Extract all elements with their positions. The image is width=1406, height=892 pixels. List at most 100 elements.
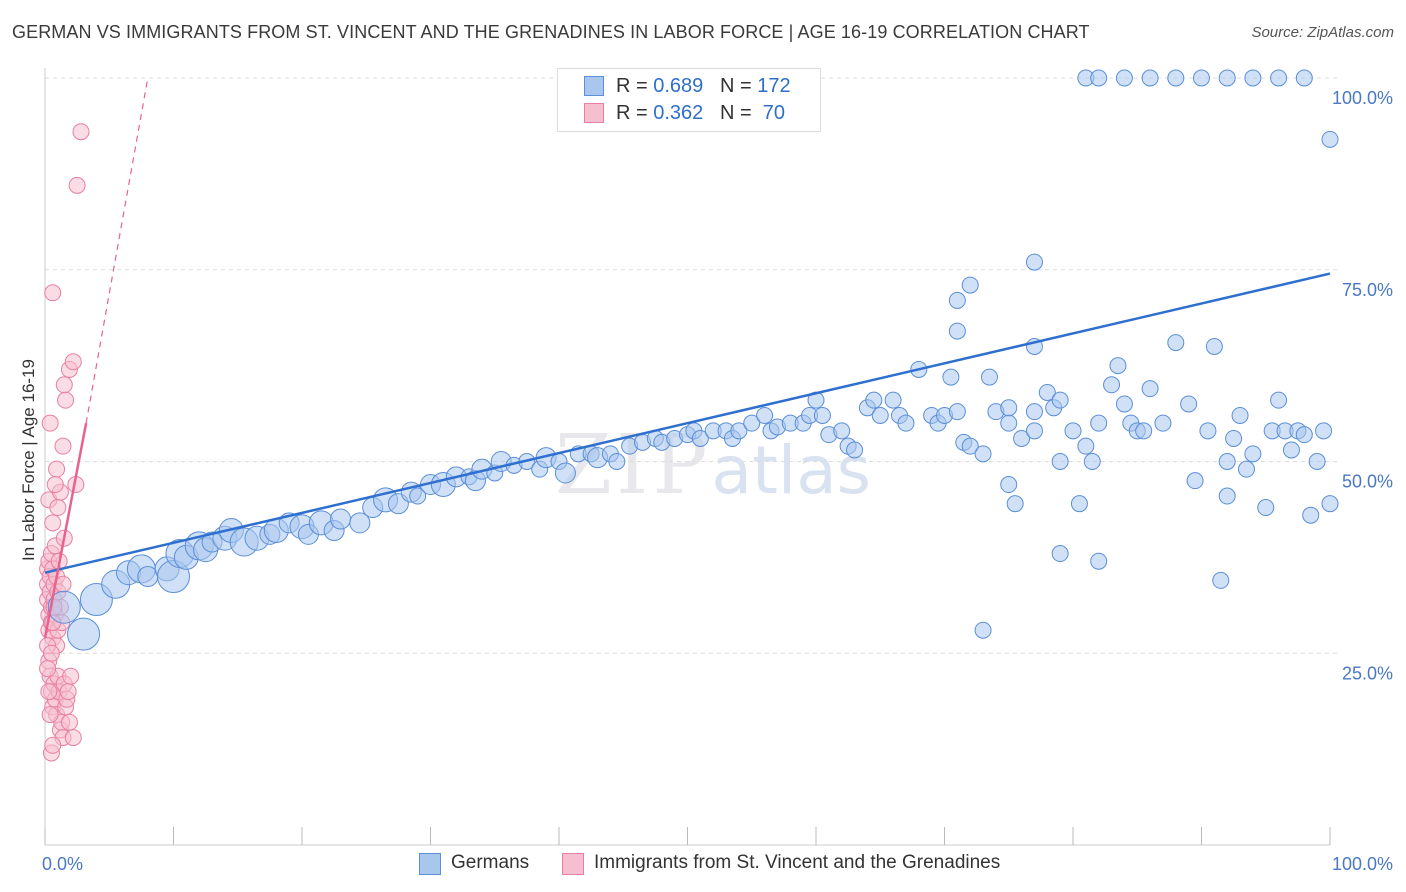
x-tick-label: 0.0% — [42, 854, 83, 874]
data-point-immigrants — [49, 499, 67, 517]
data-point-immigrants — [46, 476, 64, 494]
data-point-germans — [1180, 395, 1198, 413]
data-point-immigrants — [55, 376, 73, 394]
data-point-germans — [1090, 414, 1108, 432]
data-point-germans — [1070, 495, 1088, 513]
data-point-germans — [1218, 69, 1236, 87]
y-axis-title: In Labor Force | Age 16-19 — [19, 359, 38, 561]
data-point-germans — [67, 617, 101, 651]
source-label: Source: ZipAtlas.com — [1251, 24, 1394, 41]
data-point-germans — [980, 368, 998, 386]
data-point-germans — [1167, 69, 1185, 87]
data-point-germans — [948, 322, 966, 340]
data-point-germans — [1038, 383, 1056, 401]
data-point-germans — [871, 406, 889, 424]
data-point-germans — [756, 406, 774, 424]
bottom-legend-swatch-immigrants — [562, 853, 584, 875]
data-point-germans — [1115, 69, 1133, 87]
legend-text-immigrants: R = 0.362 N = 70 — [616, 102, 785, 125]
data-point-germans — [1083, 453, 1101, 470]
data-point-germans — [1212, 571, 1230, 589]
data-point-germans — [974, 621, 992, 639]
data-point-germans — [1141, 380, 1159, 398]
legend-n-value-germans: 172 — [757, 75, 791, 97]
data-point-germans — [961, 437, 979, 455]
data-point-germans — [961, 276, 979, 294]
data-point-germans — [897, 414, 915, 432]
data-point-germans — [1225, 429, 1243, 447]
data-point-germans — [1282, 441, 1300, 459]
data-point-germans — [691, 429, 709, 447]
data-point-immigrants — [68, 176, 86, 194]
data-point-germans — [743, 414, 761, 432]
data-point-germans — [1013, 429, 1031, 447]
y-tick-label: 25.0% — [1342, 663, 1393, 683]
axes — [44, 68, 1331, 846]
data-point-germans — [1167, 334, 1185, 352]
legend: R = 0.689 N = 172 R = 0.362 N = 70 — [557, 68, 821, 132]
trend-lines — [43, 77, 1331, 639]
data-point-germans — [1051, 391, 1069, 409]
data-point-germans — [833, 422, 851, 440]
data-point-germans — [846, 441, 864, 459]
y-tick-label: 100.0% — [1332, 88, 1393, 108]
data-point-germans — [1205, 337, 1223, 355]
data-point-germans — [1270, 391, 1288, 409]
data-point-germans — [1103, 376, 1121, 394]
bottom-legend-swatch-germans — [419, 853, 441, 875]
data-point-germans — [409, 487, 427, 505]
data-point-germans — [1064, 422, 1082, 440]
data-point-germans — [948, 291, 966, 309]
bottom-legend-label-germans: Germans — [451, 852, 530, 873]
data-point-immigrants — [59, 683, 77, 701]
data-point-germans — [1218, 453, 1236, 470]
series-germans-points — [47, 69, 1339, 651]
data-point-immigrants — [42, 644, 60, 662]
data-point-germans — [1295, 426, 1313, 444]
bottom-legend-label-immigrants: Immigrants from St. Vincent and the Gren… — [594, 852, 1001, 873]
data-point-germans — [1051, 453, 1069, 470]
data-point-germans — [1199, 422, 1217, 440]
data-point-germans — [813, 406, 831, 424]
data-point-germans — [1051, 545, 1069, 563]
data-point-germans — [730, 422, 748, 440]
data-point-germans — [330, 508, 352, 530]
data-point-germans — [1090, 69, 1108, 87]
data-point-germans — [1006, 495, 1024, 513]
data-point-germans — [1237, 460, 1255, 478]
legend-n-label-immigrants: N = — [719, 102, 758, 124]
data-point-germans — [1000, 476, 1018, 494]
legend-r-value-germans: 0.689 — [653, 75, 704, 97]
data-point-germans — [1186, 472, 1204, 490]
data-point-germans — [1257, 499, 1275, 517]
tick-labels: 25.0% 50.0% 75.0% 100.0% 0.0% 100.0% In Labor … — [19, 88, 1393, 874]
data-point-germans — [1308, 453, 1326, 470]
trend-line-immigrants — [43, 422, 88, 639]
data-point-germans — [1154, 414, 1172, 432]
data-point-germans — [349, 512, 371, 534]
data-point-immigrants — [44, 514, 62, 532]
data-point-germans — [1077, 437, 1095, 455]
data-point-germans — [47, 590, 81, 624]
legend-r-label-germans: R = — [616, 75, 654, 97]
trend-line-germans — [44, 272, 1331, 574]
data-point-germans — [1141, 69, 1159, 87]
data-point-germans — [884, 391, 902, 409]
data-point-immigrants — [48, 460, 66, 478]
data-point-germans — [1025, 253, 1043, 271]
y-tick-label: 50.0% — [1342, 472, 1393, 492]
chart-title: GERMAN VS IMMIGRANTS FROM ST. VINCENT AN… — [12, 22, 1090, 42]
data-point-germans — [1115, 395, 1133, 413]
data-point-germans — [608, 453, 626, 470]
data-point-germans — [1090, 552, 1108, 570]
data-point-immigrants — [39, 660, 57, 678]
series-immigrants-points — [39, 123, 90, 762]
legend-swatch-germans — [584, 76, 604, 96]
grid-lines — [45, 77, 1340, 654]
data-point-germans — [948, 403, 966, 421]
data-point-germans — [1244, 69, 1262, 87]
data-point-immigrants — [44, 284, 62, 302]
legend-n-label-germans: N = — [719, 75, 758, 97]
legend-r-value-immigrants: 0.362 — [653, 102, 704, 124]
